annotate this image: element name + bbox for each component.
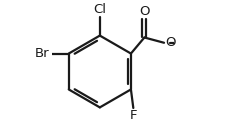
- Text: O: O: [165, 36, 175, 49]
- Text: Cl: Cl: [93, 3, 106, 16]
- Text: Br: Br: [34, 47, 49, 60]
- Text: F: F: [129, 109, 137, 122]
- Text: O: O: [139, 5, 149, 18]
